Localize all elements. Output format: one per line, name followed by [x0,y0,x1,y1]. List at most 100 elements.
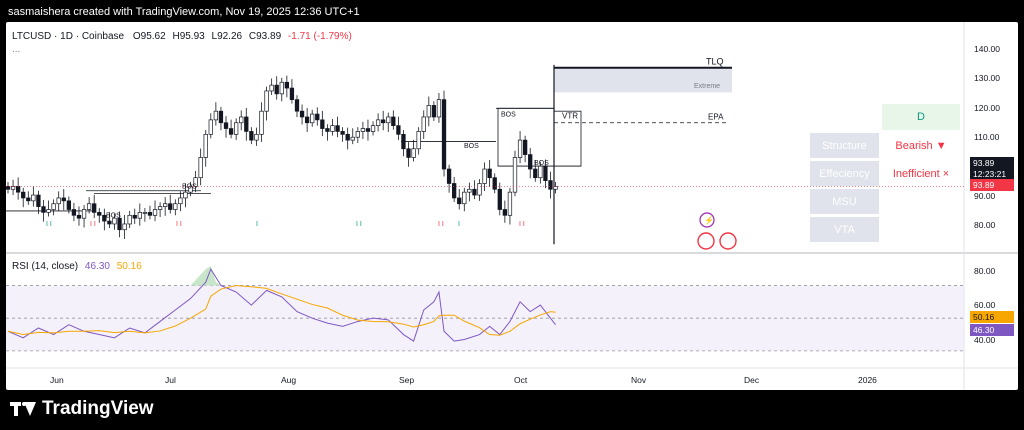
time-tick: Oct [514,375,528,385]
candle-down [502,209,508,216]
close-value: 93.89 [256,31,282,42]
close-label: C [248,31,257,42]
candle-down [431,105,437,118]
us-flag-event-icon [697,232,715,250]
tradingview-mark-icon [10,402,36,416]
bos-label: BOS [501,111,516,118]
candle-up [239,116,244,124]
candle-up [178,197,183,205]
signal-mark: I I [176,221,182,228]
candle-down [41,206,46,213]
candle-up [259,110,264,135]
last-price-tag: 93.89 [970,157,1014,169]
chart-canvas[interactable]: BOS BOS BOS BOS BOS VTR Extreme EPA TLQ I I I I I I… [6,22,1018,390]
open-label: O [132,31,141,42]
candle-down [299,110,305,118]
candle-up [279,81,284,95]
rsi-ma-value: 50.16 [116,261,142,272]
candle-up [142,212,148,214]
vtr-label: VTR [562,111,578,120]
signal-mark: I I [90,221,96,228]
candle-up [355,131,360,138]
bos-label: BOS [106,213,121,220]
rsi-ma-line [7,284,556,336]
more-dots-icon[interactable]: ... [12,44,21,55]
candle-up [81,209,87,219]
candle-up [51,203,56,210]
countdown-tag: 12:23:21 [970,168,1014,180]
low-label: L [211,31,218,42]
candle-down [168,203,173,210]
candle-down [391,116,396,126]
rsi-tick: 60.00 [974,300,996,310]
candle-down [522,139,528,155]
candle-up [31,194,36,202]
candle-up [208,119,213,135]
candle-down [365,128,371,132]
candle-up [157,206,163,210]
efficiency-label: Effeciency [810,161,879,186]
candle-up [512,157,518,193]
signal-mark: I I [519,221,525,228]
rsi-value: 46.30 [84,261,110,272]
candle-down [132,214,137,219]
candle-down [71,209,77,216]
candle-up [386,116,391,124]
credit-bar: sasmaishera created with TradingView.com… [0,0,1024,22]
candle-down [107,220,112,225]
candle-down [406,148,411,158]
chart-frame[interactable]: BOS BOS BOS BOS BOS VTR Extreme EPA TLQ I I I I I I… [6,22,1018,390]
rsi-label[interactable]: RSI (14, close) [12,261,79,272]
lightning-event-icon [699,212,715,228]
candle-up [163,203,168,207]
candle-up [360,128,366,132]
candle-up [269,84,274,92]
signal-mark: I I [356,221,362,228]
candle-up [127,214,132,225]
rsi-tag: 46.30 [970,324,1014,336]
candle-down [441,99,447,170]
candle-down [401,133,406,150]
candle-down [315,113,320,121]
candle-up [203,133,208,158]
footer-bar: TradingView [0,390,1024,430]
rsi-tick: 80.00 [974,266,996,276]
candle-up [411,148,416,158]
symbol-title[interactable]: LTCUSD · 1D · Coinbase [12,31,125,42]
candle-up [507,191,513,216]
price-tick: 140.00 [974,44,1000,54]
candle-down [228,128,234,135]
candle-down [340,131,345,135]
candle-down [26,197,31,202]
candle-up [188,186,193,193]
time-tick: Nov [631,375,647,385]
candle-down [249,131,254,141]
candle-up [56,197,61,205]
candle-up [122,223,127,231]
time-tick: 2026 [858,375,877,385]
candle-down [492,177,497,190]
candle-down [446,168,452,184]
candle-down [335,125,340,132]
rsi-tick: 40.00 [974,335,996,345]
candle-up [234,122,239,135]
bos-label: BOS [534,160,549,167]
price-tick: 120.00 [974,103,1000,113]
candle-down [274,84,279,95]
candle-down [457,197,462,205]
signal-mark: I [256,221,258,228]
signal-mark: I I [438,221,444,228]
candle-up [538,165,543,179]
high-label: H [172,31,180,42]
candle-down [21,191,26,199]
candle-up [477,183,482,196]
candle-down [396,125,401,135]
candle-up [330,125,335,132]
tradingview-logo[interactable]: TradingView [10,398,154,420]
rsi-ma-tag: 50.16 [970,311,1014,323]
candle-down [320,119,325,129]
lightning-glyph: ⚡ [704,215,714,225]
symbol-legend: LTCUSD · 1D · Coinbase O95.62 H95.93 L92… [12,31,352,42]
low-value: 92.26 [217,31,243,42]
candle-down [289,87,295,100]
